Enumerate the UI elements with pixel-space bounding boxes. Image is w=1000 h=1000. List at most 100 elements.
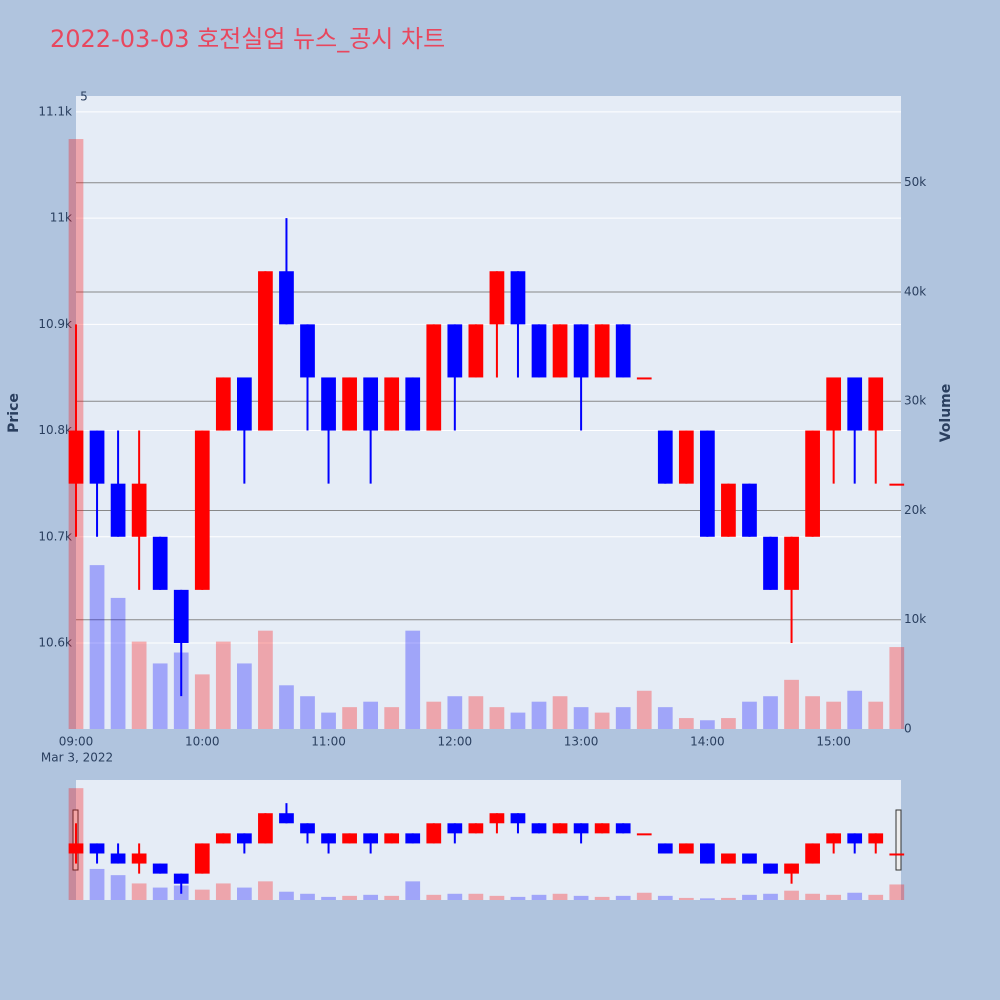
mini-volume-bar [258,881,273,900]
mini-candle-body [173,873,189,884]
mini-volume-bar [489,895,505,900]
mini-candle-body [657,843,673,854]
candle-body [636,377,652,380]
mini-volume-bar [237,887,252,900]
candle-body [805,430,820,537]
volume-bar [510,712,526,729]
mini-candle-body [889,853,905,856]
mini-candle-body [152,863,168,874]
volume-bar [594,712,610,729]
mini-candle-body [510,813,526,824]
y2-tick-label: 50k [904,175,926,189]
mini-candle-body [215,833,231,844]
y2-tick-label: 40k [904,284,926,298]
candle-body [573,324,589,378]
mini-volume-bar [636,892,652,900]
candle-body [279,271,294,325]
volume-bar [826,701,842,729]
candle-body [321,377,336,431]
candle-body [700,430,715,537]
candle-body [615,324,631,378]
mini-candle-body [447,823,463,834]
mini-volume-bar [363,894,379,900]
volume-bar [215,641,231,729]
candle-body [826,377,842,431]
volume-bar [237,663,252,729]
mini-candle-body [321,833,336,844]
volume-bar [868,701,884,729]
candle-body [110,483,126,537]
x-tick-label: 09:00 [59,735,94,749]
mini-candle-body [826,833,842,844]
volume-bar [405,630,421,729]
y-tick-label: 10.7k [38,529,72,543]
candle-body [721,483,736,537]
mini-candle-body [194,843,210,874]
mini-volume-bar [384,895,400,900]
candle-body [215,377,231,431]
candle-body [552,324,568,378]
candle-body [447,324,463,378]
y-axis-title: Price [6,393,22,433]
candle-body [657,430,673,484]
volume-bar [678,718,694,729]
volume-bar [805,696,820,729]
volume-bar [763,696,778,729]
volume-bar [552,696,568,729]
candle-body [342,377,357,431]
mini-volume-bar [742,894,757,900]
y2-tick-label: 0 [904,722,912,736]
volume-bar [194,674,210,729]
mini-volume-bar [868,894,884,900]
candle-body [152,536,168,590]
candle-body [68,430,84,484]
candle-body [489,271,505,325]
candle-body [889,483,905,486]
mini-candle-body [363,833,379,844]
volume-bar [531,701,547,729]
candle-body [868,377,884,431]
mini-candle-body [763,863,778,874]
y-tick-label: 10.6k [38,635,72,649]
volume-bar [131,641,147,729]
y2-tick-label: 30k [904,394,926,408]
slider-handle-right[interactable] [895,809,902,871]
volume-bar [573,707,589,729]
x-tick-label: 15:00 [816,735,851,749]
mini-candle-body [131,853,147,864]
mini-candle-body [805,843,820,864]
mini-volume-bar [847,892,863,900]
volume-bar [784,679,799,729]
volume-bar [384,707,400,729]
mini-volume-bar [321,896,336,900]
candle-body [173,589,189,643]
mini-volume-bar [447,893,463,900]
plot-area [76,96,901,729]
volume-bar [447,696,463,729]
x-sublabel: Mar 3, 2022 [41,751,113,765]
y2-axis-title: Volume [938,384,954,443]
volume-bar [742,701,757,729]
x-tick-label: 13:00 [564,735,599,749]
candle-body [258,271,273,431]
mini-volume-bar [152,887,168,900]
candle-body [678,430,694,484]
mini-candle-body [279,813,294,824]
mini-volume-bar [657,895,673,900]
candle-body [300,324,315,378]
mini-candle-body [700,843,715,864]
annotation: 5 [80,90,88,104]
mini-volume-bar [194,889,210,900]
mini-volume-bar [531,894,547,900]
volume-bar [321,712,336,729]
volume-bar [615,707,631,729]
volume-bar [468,696,484,729]
mini-volume-bar [805,893,820,900]
mini-candle-body [742,853,757,864]
candle-body [531,324,547,378]
mini-candle-body [847,833,863,844]
mini-candle-body [868,833,884,844]
range-slider[interactable] [76,780,901,900]
y-tick-label: 11k [50,211,72,225]
